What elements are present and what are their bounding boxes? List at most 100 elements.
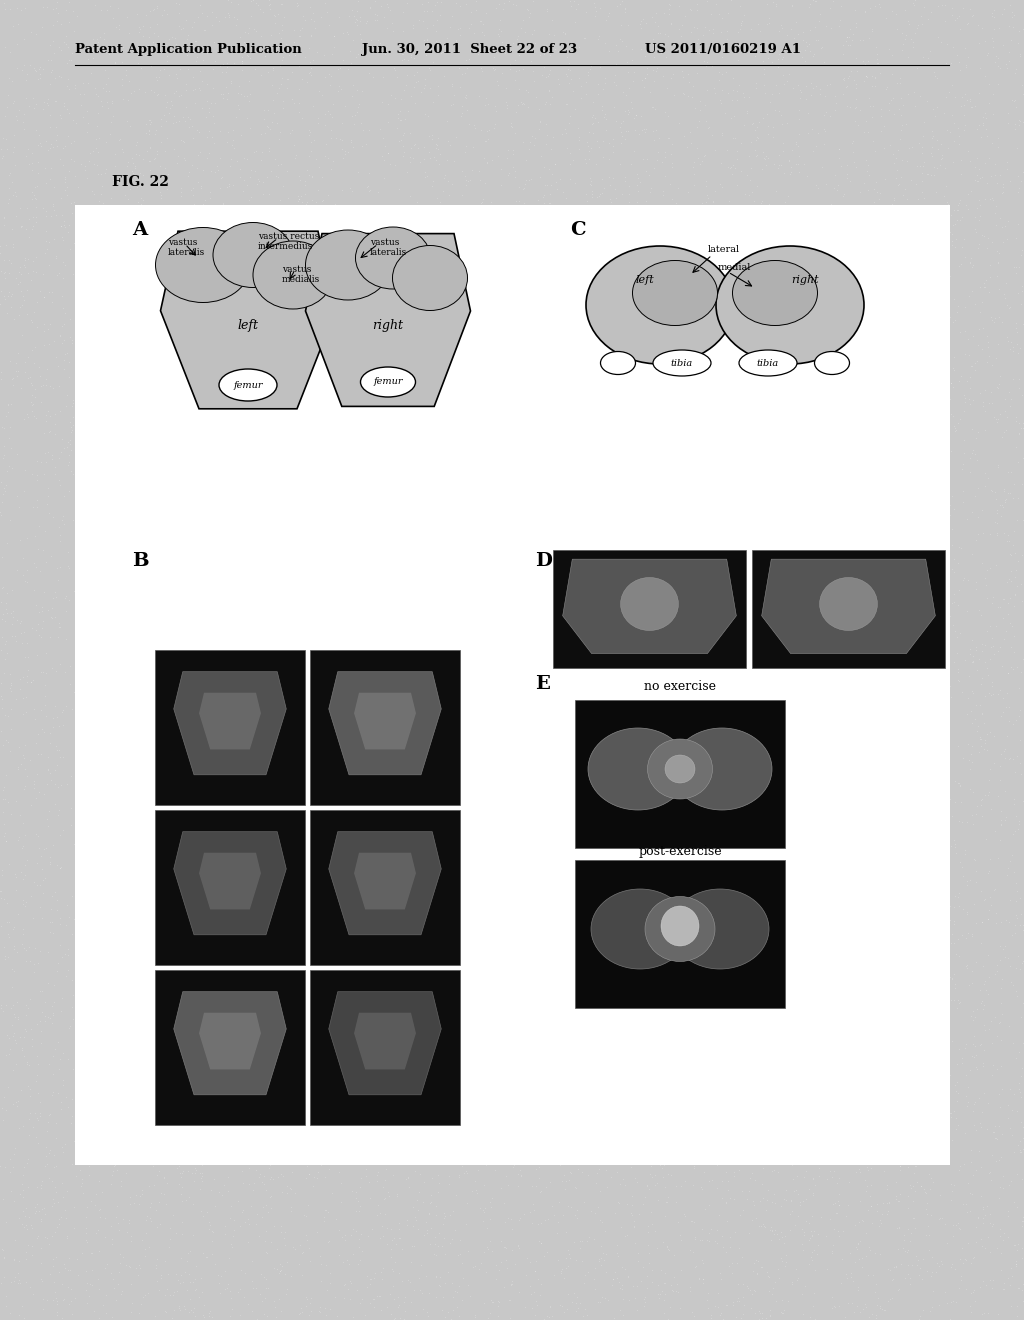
Point	[278, 1010, 294, 1031]
Point	[906, 355, 923, 376]
Point	[411, 887, 427, 908]
Point	[855, 447, 871, 469]
Point	[666, 482, 682, 503]
Point	[672, 1027, 688, 1048]
Point	[730, 475, 746, 496]
Point	[978, 269, 994, 290]
Point	[206, 1168, 222, 1189]
Point	[907, 527, 924, 548]
Point	[166, 756, 182, 777]
Point	[11, 678, 28, 700]
Point	[274, 972, 291, 993]
Point	[906, 424, 923, 445]
Point	[185, 194, 202, 215]
Point	[216, 702, 232, 723]
Point	[707, 401, 723, 422]
Point	[59, 69, 76, 90]
Point	[993, 656, 1010, 677]
Point	[135, 206, 152, 227]
Point	[0, 1024, 15, 1045]
Point	[454, 446, 470, 467]
Point	[785, 1168, 802, 1189]
Point	[823, 678, 840, 700]
Point	[427, 213, 443, 234]
Point	[1004, 845, 1020, 866]
Point	[458, 876, 474, 898]
Point	[542, 795, 558, 816]
Point	[675, 310, 691, 331]
Point	[835, 186, 851, 207]
Point	[516, 312, 532, 333]
Point	[562, 315, 579, 337]
Point	[591, 1250, 607, 1271]
Point	[32, 67, 48, 88]
Point	[495, 845, 511, 866]
Point	[178, 28, 195, 49]
Point	[516, 999, 532, 1020]
Point	[1013, 417, 1024, 438]
Point	[417, 202, 433, 223]
Point	[607, 644, 624, 665]
Point	[794, 771, 810, 792]
Point	[84, 354, 100, 375]
Point	[939, 352, 955, 374]
Point	[95, 462, 112, 483]
Point	[956, 400, 973, 421]
Point	[824, 649, 841, 671]
Point	[935, 597, 951, 618]
Point	[938, 256, 954, 277]
Point	[279, 1279, 295, 1300]
Point	[44, 708, 60, 729]
Point	[892, 467, 908, 488]
Point	[643, 1201, 659, 1222]
Point	[438, 573, 455, 594]
Point	[473, 370, 489, 391]
Point	[736, 479, 753, 500]
Point	[426, 1243, 442, 1265]
Point	[751, 1300, 767, 1320]
Point	[953, 95, 970, 116]
Point	[282, 932, 298, 953]
Point	[586, 634, 602, 655]
Point	[360, 1142, 377, 1163]
Point	[992, 1225, 1009, 1246]
Point	[737, 743, 754, 764]
Point	[188, 539, 205, 560]
Point	[560, 73, 577, 94]
Point	[658, 306, 675, 327]
Point	[664, 1006, 680, 1027]
Point	[166, 1282, 182, 1303]
Point	[586, 816, 602, 837]
Point	[860, 1200, 877, 1221]
Point	[201, 653, 217, 675]
Point	[901, 869, 918, 890]
Point	[665, 54, 681, 75]
Point	[873, 562, 890, 583]
Point	[554, 607, 570, 628]
Point	[736, 521, 753, 543]
Point	[989, 455, 1006, 477]
Point	[827, 517, 844, 539]
Point	[79, 484, 95, 506]
Point	[0, 591, 9, 612]
Point	[309, 743, 326, 764]
Polygon shape	[174, 991, 287, 1094]
Point	[676, 1045, 692, 1067]
Point	[45, 1045, 61, 1067]
Point	[174, 1160, 190, 1181]
Point	[944, 1180, 961, 1201]
Point	[392, 429, 409, 450]
Point	[344, 243, 360, 264]
Point	[965, 355, 981, 376]
Point	[708, 553, 724, 574]
Point	[393, 857, 410, 878]
Point	[926, 280, 942, 301]
Point	[393, 1092, 410, 1113]
Point	[452, 945, 468, 966]
Point	[732, 508, 749, 529]
Point	[275, 479, 292, 500]
Point	[0, 293, 8, 314]
Point	[615, 298, 632, 319]
Point	[514, 327, 530, 348]
Point	[765, 953, 781, 974]
